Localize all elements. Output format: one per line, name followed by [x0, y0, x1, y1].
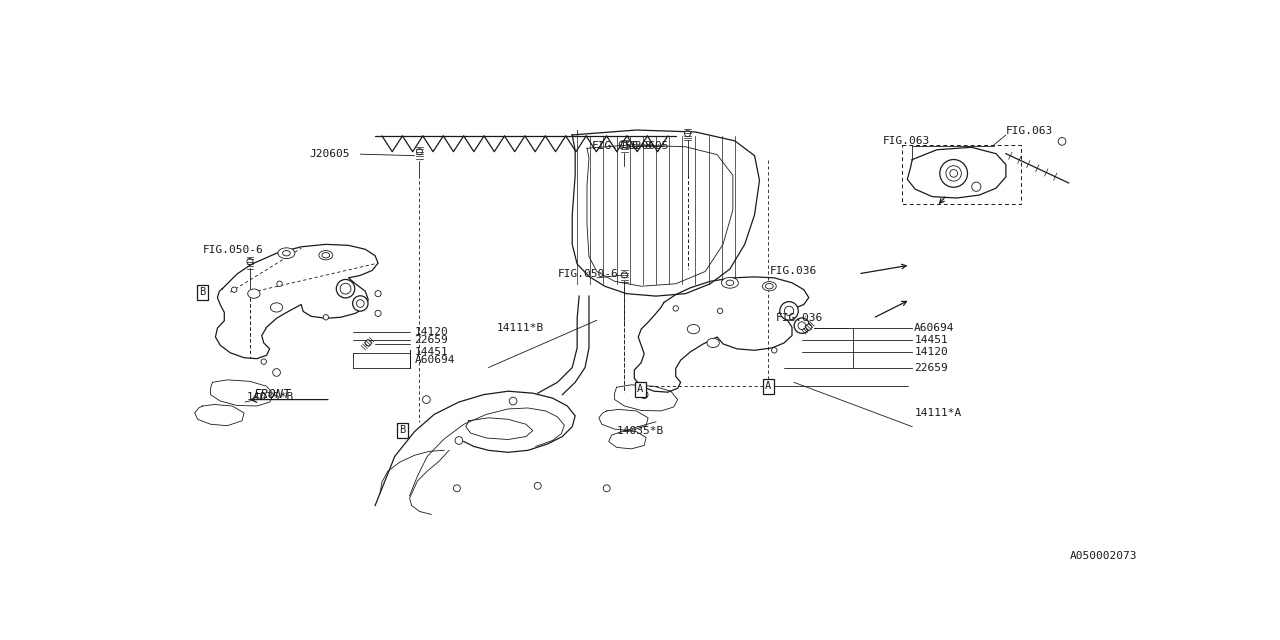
Circle shape	[323, 315, 329, 320]
Ellipse shape	[763, 282, 776, 291]
Text: FIG.036: FIG.036	[769, 266, 817, 276]
Circle shape	[717, 308, 723, 314]
Text: A60694: A60694	[415, 355, 454, 365]
Text: J20605: J20605	[308, 149, 349, 159]
Circle shape	[509, 397, 517, 405]
Text: FIG.063: FIG.063	[1006, 126, 1053, 136]
Text: FIG.050-6: FIG.050-6	[558, 269, 618, 279]
Ellipse shape	[283, 250, 291, 256]
Circle shape	[422, 396, 430, 403]
Circle shape	[337, 280, 355, 298]
Text: 14120: 14120	[914, 347, 948, 356]
Circle shape	[621, 141, 627, 148]
Circle shape	[797, 322, 805, 330]
Circle shape	[946, 166, 961, 181]
Text: FIG.050-8: FIG.050-8	[591, 141, 653, 151]
Text: FIG.063: FIG.063	[883, 136, 931, 146]
Text: FIG.050-6: FIG.050-6	[202, 245, 264, 255]
Ellipse shape	[270, 303, 283, 312]
Circle shape	[261, 359, 266, 364]
Circle shape	[534, 483, 541, 490]
Ellipse shape	[726, 280, 733, 285]
Text: 14451: 14451	[415, 347, 448, 356]
Circle shape	[356, 300, 365, 307]
Ellipse shape	[707, 339, 719, 348]
Circle shape	[772, 348, 777, 353]
Text: 14035*B: 14035*B	[247, 392, 294, 402]
Circle shape	[805, 324, 812, 330]
Circle shape	[972, 182, 980, 191]
Circle shape	[352, 296, 369, 311]
Text: A050002073: A050002073	[1070, 551, 1138, 561]
Text: B: B	[200, 287, 206, 297]
Text: FIG.036: FIG.036	[776, 313, 823, 323]
Circle shape	[780, 301, 799, 320]
Circle shape	[454, 436, 463, 444]
Text: A: A	[765, 381, 772, 391]
Text: 22659: 22659	[914, 362, 948, 372]
Text: 14035*B: 14035*B	[617, 426, 664, 436]
Circle shape	[365, 340, 371, 346]
Circle shape	[232, 287, 237, 292]
Text: 14451: 14451	[914, 335, 948, 346]
Ellipse shape	[319, 251, 333, 260]
Circle shape	[340, 284, 351, 294]
Circle shape	[785, 307, 794, 316]
Circle shape	[453, 485, 461, 492]
Text: A60694: A60694	[914, 323, 955, 333]
Circle shape	[621, 272, 627, 278]
Circle shape	[603, 485, 611, 492]
Text: B: B	[399, 425, 406, 435]
Circle shape	[247, 259, 253, 265]
Ellipse shape	[323, 253, 330, 258]
Text: J20605: J20605	[628, 141, 669, 151]
Text: 14111*B: 14111*B	[497, 323, 544, 333]
Circle shape	[273, 369, 280, 376]
Text: FRONT: FRONT	[253, 388, 292, 401]
Ellipse shape	[765, 284, 773, 289]
Circle shape	[685, 131, 691, 136]
Circle shape	[794, 318, 809, 333]
Circle shape	[673, 306, 678, 311]
Text: 14120: 14120	[415, 327, 448, 337]
Circle shape	[1059, 138, 1066, 145]
Circle shape	[950, 170, 957, 177]
Circle shape	[640, 391, 648, 399]
Text: A: A	[637, 384, 644, 394]
Ellipse shape	[722, 277, 739, 288]
Circle shape	[375, 310, 381, 316]
Circle shape	[375, 291, 381, 297]
Ellipse shape	[278, 248, 294, 259]
Ellipse shape	[248, 289, 260, 298]
Text: 22659: 22659	[415, 335, 448, 346]
Text: 14111*A: 14111*A	[914, 408, 961, 419]
Ellipse shape	[687, 324, 700, 333]
Circle shape	[276, 281, 282, 287]
Circle shape	[416, 148, 422, 155]
Circle shape	[940, 159, 968, 188]
